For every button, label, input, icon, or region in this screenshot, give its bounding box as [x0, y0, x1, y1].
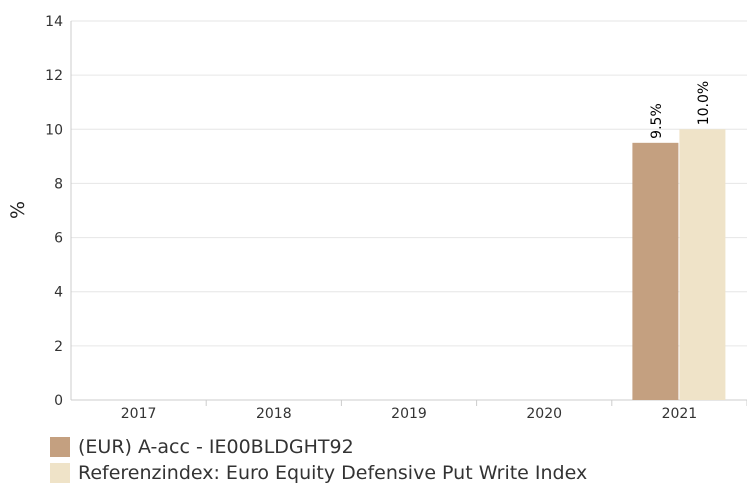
x-tick-label: 2021	[662, 406, 698, 422]
y-axis-title: %	[7, 201, 29, 219]
x-tick-label: 2019	[391, 406, 427, 422]
legend-item-fund[interactable]: (EUR) A-acc - IE00BLDGHT92	[50, 434, 587, 460]
x-tick-labels: 2017 2018 2019 2020 2021	[121, 400, 747, 422]
y-tick-label: 8	[54, 176, 63, 192]
legend-item-index[interactable]: Referenzindex: Euro Equity Defensive Put…	[50, 460, 587, 486]
x-tick-label: 2018	[256, 406, 292, 422]
legend-swatch-fund	[50, 437, 70, 457]
legend-label-index: Referenzindex: Euro Equity Defensive Put…	[78, 462, 588, 484]
data-label-index: 10.0%	[696, 81, 712, 125]
y-tick-label: 6	[54, 231, 63, 247]
y-tick-label: 10	[45, 122, 63, 138]
data-label-fund: 9.5%	[649, 103, 665, 139]
y-tick-label: 4	[54, 285, 63, 301]
bar-chart: 0 2 4 6 8 10 12 14 2017 2018 2019 2020 2021 9.5% 10.…	[7, 14, 747, 422]
gridlines	[71, 20, 747, 347]
x-tick-label: 2017	[121, 406, 157, 422]
y-tick-label: 14	[45, 14, 63, 30]
y-tick-label: 2	[54, 339, 63, 355]
bar-index-2021[interactable]	[679, 129, 726, 401]
x-tick-label: 2020	[526, 406, 562, 422]
bars	[632, 129, 726, 401]
y-tick-label: 12	[45, 68, 63, 84]
legend: (EUR) A-acc - IE00BLDGHT92 Referenzindex…	[50, 434, 587, 486]
y-tick-labels: 0 2 4 6 8 10 12 14	[45, 14, 63, 409]
bar-fund-2021[interactable]	[632, 142, 679, 401]
legend-swatch-index	[50, 463, 70, 483]
y-tick-label: 0	[54, 393, 63, 409]
legend-label-fund: (EUR) A-acc - IE00BLDGHT92	[78, 436, 354, 458]
data-labels: 9.5% 10.0%	[649, 81, 712, 139]
